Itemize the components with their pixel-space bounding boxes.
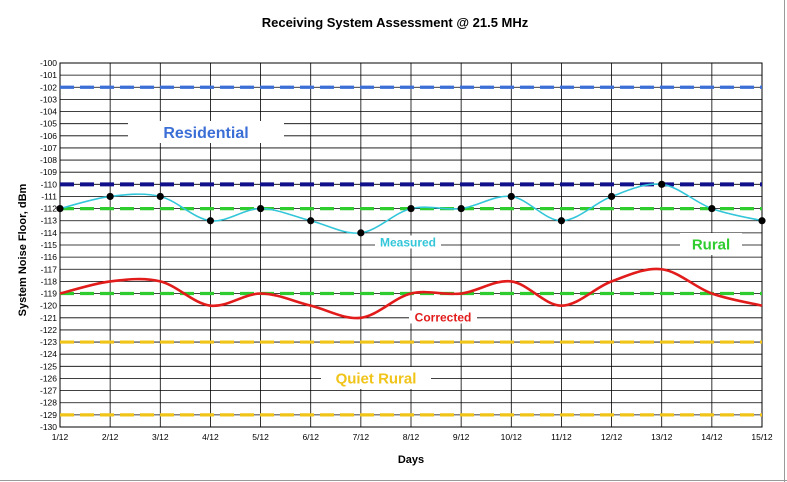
y-tick-label: -103 [40, 94, 57, 104]
y-axis-label: System Noise Floor, dBm [17, 183, 29, 316]
x-tick-label: 12/12 [601, 432, 623, 442]
data-point [206, 217, 215, 225]
y-tick-label: -114 [41, 228, 58, 238]
y-tick-label: -120 [40, 301, 57, 311]
y-tick-label: -104 [40, 107, 57, 117]
y-tick-label: -128 [40, 398, 57, 408]
data-point [557, 217, 566, 225]
data-point [658, 180, 666, 188]
x-tick-label: 8/12 [403, 432, 420, 442]
data-point [708, 205, 716, 213]
region-label-residential-bg [128, 121, 284, 143]
data-point [156, 192, 164, 201]
x-tick-label: 14/12 [701, 432, 723, 442]
y-tick-label: -121 [40, 313, 57, 323]
y-tick-label: -117 [41, 264, 58, 274]
x-tick-label: 4/12 [202, 432, 219, 442]
y-tick-label: -112 [41, 204, 58, 214]
x-tick-label: 6/12 [302, 432, 319, 442]
y-tick-label: -111 [41, 191, 57, 201]
x-tick-label: 9/12 [453, 432, 470, 442]
y-tick-label: -125 [40, 361, 57, 371]
x-tick-label: 3/12 [152, 432, 169, 442]
region-label-residential: Residential [163, 125, 248, 142]
frame-bottom-edge [0, 480, 787, 481]
data-point [758, 217, 766, 225]
x-tick-label: 7/12 [353, 432, 370, 442]
data-point [507, 192, 515, 201]
x-tick-label: 11/12 [551, 432, 572, 442]
y-tick-label: -130 [40, 422, 57, 432]
region-label-quiet-rural-bg [321, 367, 431, 389]
y-tick-label: -116 [41, 252, 58, 262]
y-tick-label: -100 [40, 58, 57, 68]
data-point [307, 217, 315, 225]
series-label-measured-bg [375, 235, 441, 249]
y-tick-label: -105 [40, 119, 57, 129]
series-label-measured: Measured [380, 235, 436, 249]
y-tick-label: -124 [40, 349, 57, 359]
region-label-rural-bg [680, 233, 742, 255]
y-tick-label: -101 [40, 70, 57, 80]
y-tick-label: -115 [41, 240, 58, 250]
y-tick-label: -102 [40, 82, 57, 92]
data-point [256, 205, 265, 213]
series-label-corrected-bg [409, 310, 477, 324]
frame-right-edge [784, 0, 785, 482]
y-tick-label: -123 [40, 337, 57, 347]
region-label-rural: Rural [692, 236, 730, 253]
x-tick-label: 2/12 [102, 432, 119, 442]
series-label-corrected: Corrected [415, 310, 472, 324]
data-point [607, 192, 616, 201]
y-tick-label: -122 [40, 325, 57, 335]
y-tick-label: -107 [40, 143, 57, 153]
y-tick-label: -118 [41, 276, 58, 286]
data-point [407, 205, 415, 213]
x-tick-label: 1/12 [52, 432, 69, 442]
data-point [357, 229, 365, 237]
y-tick-label: -110 [41, 179, 58, 189]
y-tick-label: -129 [40, 410, 57, 420]
data-point [56, 205, 64, 213]
y-tick-label: -108 [40, 155, 57, 165]
chart-title: Receiving System Assessment @ 21.5 MHz [262, 15, 529, 30]
x-tick-label: 10/12 [501, 432, 523, 442]
x-tick-label: 5/12 [252, 432, 269, 442]
y-tick-label: -113 [41, 216, 58, 226]
y-tick-label: -126 [40, 373, 57, 383]
y-tick-label: -127 [40, 386, 57, 396]
region-label-quiet-rural: Quiet Rural [336, 370, 417, 387]
y-tick-label: -106 [40, 131, 57, 141]
y-tick-label: -119 [41, 289, 58, 299]
y-tick-label: -109 [40, 167, 57, 177]
series-line-corrected [59, 267, 763, 320]
data-point [457, 205, 465, 213]
x-tick-label: 13/12 [651, 432, 673, 442]
data-point [106, 192, 114, 201]
x-axis-label: Days [398, 454, 424, 466]
x-tick-label: 15/12 [751, 432, 773, 442]
